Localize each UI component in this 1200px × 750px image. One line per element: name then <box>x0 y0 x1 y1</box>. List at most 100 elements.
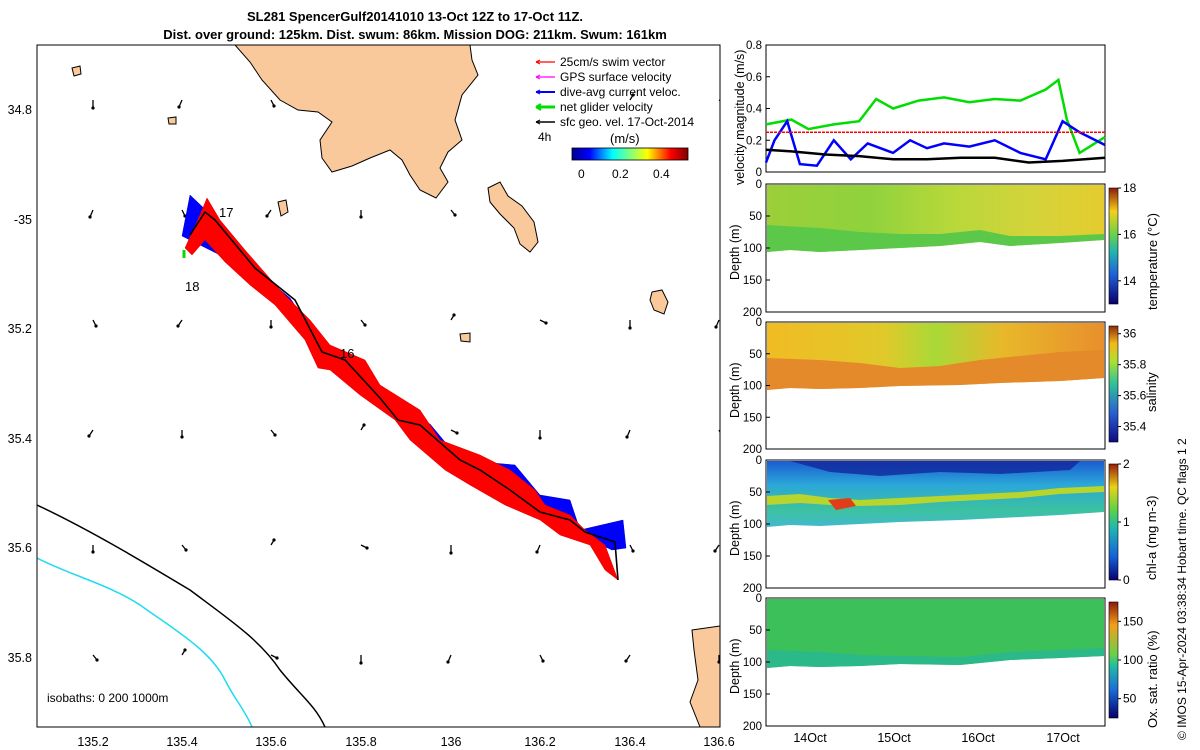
colorbar-tick-label: 50 <box>1123 692 1137 706</box>
arrow-head <box>273 433 277 437</box>
arrow-head <box>177 105 181 109</box>
arrow-head <box>272 538 276 542</box>
chlorophyll-section <box>765 459 1119 589</box>
land-mass-island <box>459 332 471 343</box>
arrow-head <box>713 549 717 553</box>
land-mass-island <box>71 65 82 77</box>
y-tick-label: 0 <box>756 167 762 179</box>
colorbar-tick-label: 18 <box>1123 181 1137 195</box>
colorbar-tick-label: 35.6 <box>1123 389 1147 403</box>
y-tick-label: 0.6 <box>746 72 762 84</box>
depth-tick-label: 0 <box>756 179 762 191</box>
colorbar-tick: 0 <box>578 167 585 181</box>
arrow-head <box>88 215 92 219</box>
arrow-head <box>95 658 99 662</box>
velocity-chart: 0.8 0.6 0.4 0.2 0 <box>746 40 1106 179</box>
depth-tick-label: 200 <box>743 583 762 595</box>
arrow-head <box>538 436 542 440</box>
imos-credit-note: © IMOS 15-Apr-2024 03:38:34 Hobart time.… <box>1175 438 1189 740</box>
isobath-200m <box>37 504 326 727</box>
x-tick-label: 135.8 <box>345 735 376 749</box>
vector-scale-label: 4h <box>538 130 551 144</box>
arrow-head <box>359 661 363 665</box>
depth-tick-label: 50 <box>749 487 762 499</box>
velocity-series-line <box>765 77 1106 155</box>
section-depth-ticks: 0501001502000501001502000501001502000501… <box>743 179 770 733</box>
salinity-bottom-layer <box>767 350 1104 390</box>
time-axis: 14Oct 15Oct 16Oct 17Oct <box>793 731 1080 745</box>
y-tick-label: 35.6 <box>8 541 32 555</box>
arrow-head <box>631 549 635 553</box>
legend-arrow-icon <box>535 74 541 80</box>
land-mass-island <box>167 116 177 125</box>
temperature-bottom-layer <box>767 225 1104 252</box>
day-label: 18 <box>185 279 199 294</box>
y-tick-label: 0.4 <box>746 104 763 116</box>
arrow-head <box>272 104 276 108</box>
colorbar-tick-label: 35.4 <box>1123 420 1147 434</box>
legend-entry: 25cm/s swim vector <box>560 55 665 69</box>
legend-arrow-icon <box>535 59 541 65</box>
velocity-y-axis-label: velocity magnitude (m/s) <box>733 49 747 185</box>
arrow-head <box>453 213 457 217</box>
colorbar-tick: 0.4 <box>653 167 670 181</box>
land-mass-island <box>277 199 289 217</box>
depth-tick-label: 150 <box>743 689 762 701</box>
arrow-head <box>362 423 366 427</box>
arrow-head <box>180 435 184 439</box>
colorbar-tick-label: 0 <box>1123 573 1130 587</box>
land-mass-island <box>649 289 669 315</box>
y-tick-label: 34.8 <box>8 103 32 117</box>
colorbar-ticks: 18 16 14 36 35.8 35.6 35.4 2 1 0 150 100 50 <box>1118 181 1147 706</box>
day-label: 17 <box>219 205 233 220</box>
velocity-y-ticks: 0.8 0.6 0.4 0.2 0 <box>746 40 770 179</box>
arrow-head <box>625 435 629 439</box>
arrow-head <box>363 323 367 327</box>
salinity-section <box>765 321 1119 450</box>
depth-tick-label: 0 <box>756 317 762 329</box>
salinity-colorbar <box>1108 325 1119 443</box>
arrow-head <box>720 434 723 437</box>
chart-subtitle: Dist. over ground: 125km. Dist. swum: 86… <box>163 27 667 42</box>
arrow-head <box>723 101 726 104</box>
chl-colorbar <box>1108 463 1119 581</box>
oxygen-colorbar-label: Ox. sat. ratio (%) <box>1145 630 1160 728</box>
colorbar-tick-label: 14 <box>1123 274 1137 288</box>
arrow-head <box>184 548 188 552</box>
velocity-series-line <box>764 118 1106 168</box>
oxygen-colorbar <box>1108 601 1119 719</box>
time-tick-label: 14Oct <box>793 731 827 745</box>
arrow-head <box>91 106 95 110</box>
arrow-head <box>87 434 91 438</box>
arrow-head <box>455 431 459 435</box>
x-tick-label: 135.2 <box>77 735 108 749</box>
legend-arrow-icon <box>535 119 541 125</box>
depth-tick-label: 200 <box>743 444 762 456</box>
x-tick-label: 135.6 <box>255 735 286 749</box>
colorbar-tick-label: 1 <box>1123 515 1130 529</box>
legend-entry: dive-avg current veloc. <box>560 85 681 99</box>
isobath-1000m <box>37 557 253 727</box>
depth-tick-label: 200 <box>743 721 762 733</box>
time-tick-label: 17Oct <box>1046 731 1080 745</box>
velocity-series-line <box>765 148 1106 164</box>
x-tick-label: 136.6 <box>703 735 734 749</box>
colorbar-tick-label: 100 <box>1123 653 1143 667</box>
oxygen-field <box>767 599 1104 668</box>
legend-arrow-icon <box>535 89 541 95</box>
isobath-note: isobaths: 0 200 1000m <box>47 691 168 705</box>
oxygen-section <box>765 597 1119 727</box>
x-tick-label: 136.4 <box>614 735 645 749</box>
time-tick-label: 15Oct <box>877 731 911 745</box>
depth-tick-label: 50 <box>749 211 762 223</box>
x-tick-label: 135.4 <box>166 735 197 749</box>
chl-colorbar-label: chl-a (mg m-3) <box>1144 495 1159 580</box>
arrow-head <box>714 325 718 329</box>
arrow-head <box>359 215 363 219</box>
depth-tick-label: 0 <box>756 455 762 467</box>
depth-tick-label: 100 <box>743 657 762 669</box>
arrow-head <box>446 660 450 664</box>
colorbar-tick: 0.2 <box>612 167 629 181</box>
legend-arrow-icon <box>535 103 542 111</box>
